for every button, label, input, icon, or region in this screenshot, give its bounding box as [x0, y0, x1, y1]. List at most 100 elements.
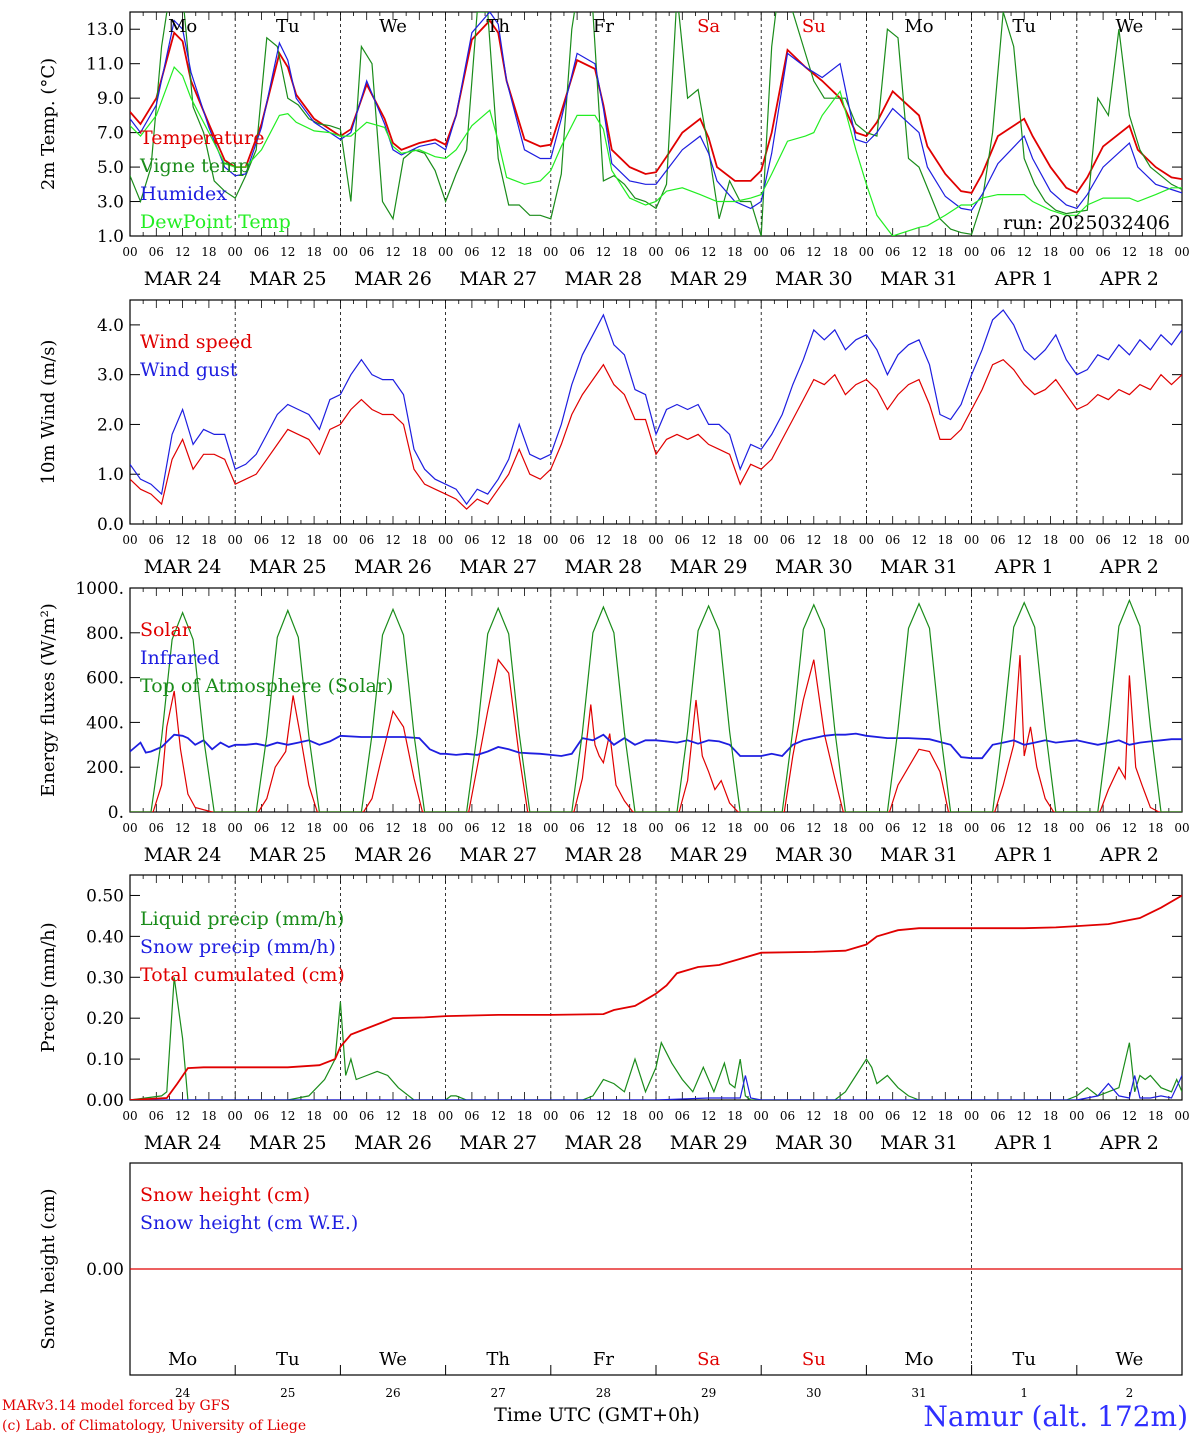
y-tick-label: 1.0: [97, 465, 124, 485]
hour-tick-label: 12: [280, 533, 295, 547]
y-tick-label: 13.0: [86, 20, 124, 40]
hour-tick-label: 06: [1095, 821, 1110, 835]
hour-tick-label: 18: [517, 821, 532, 835]
hour-tick-label: 12: [1122, 1109, 1137, 1123]
hour-tick-label: 12: [596, 245, 611, 259]
legend-entry: Liquid precip (mm/h): [140, 908, 344, 930]
hour-tick-label: 12: [385, 533, 400, 547]
hour-tick-label: 18: [517, 533, 532, 547]
plot-frame: [129, 299, 1183, 525]
weekday-label: Mo: [168, 1349, 197, 1370]
panel-2: [129, 299, 1183, 525]
weekday-label: Tu: [1012, 1349, 1036, 1370]
hour-tick-label: 00: [1069, 821, 1084, 835]
y-tick-label: 600.: [86, 669, 124, 689]
hour-tick-label: 00: [438, 1109, 453, 1123]
hour-tick-label: 12: [280, 245, 295, 259]
model-credit: MARv3.14 model forced by GFS: [2, 1398, 231, 1414]
hour-tick-label: 00: [1069, 245, 1084, 259]
date-label: MAR 28: [565, 844, 643, 866]
series-line: [130, 12, 1182, 236]
hour-tick-label: 06: [254, 821, 269, 835]
weekday-label: We: [379, 16, 407, 37]
series-line: [130, 65, 1182, 236]
hour-tick-label: 18: [938, 821, 953, 835]
hour-tick-label: 12: [175, 533, 190, 547]
weekday-label: Sa: [697, 1349, 720, 1370]
plot-frame: [129, 587, 1183, 813]
weekday-label: Sa: [697, 16, 720, 37]
hour-tick-label: 06: [359, 1109, 374, 1123]
y-tick-label: 0.0: [97, 515, 124, 535]
hour-tick-label: 12: [701, 533, 716, 547]
hour-tick-label: 18: [1043, 245, 1058, 259]
date-label: MAR 29: [670, 844, 748, 866]
hour-tick-label: 00: [543, 1109, 558, 1123]
hour-tick-label: 06: [464, 533, 479, 547]
y-tick-label: 7.0: [97, 124, 124, 144]
date-label: MAR 28: [565, 268, 643, 290]
hour-tick-label: 18: [412, 821, 427, 835]
hour-tick-label: 00: [333, 821, 348, 835]
series-line: [130, 894, 1182, 1100]
series-line: [130, 977, 1182, 1100]
hour-tick-label: 06: [780, 533, 795, 547]
hour-tick-label: 18: [1043, 821, 1058, 835]
hour-tick-label: 12: [491, 821, 506, 835]
hour-tick-label: 06: [780, 1109, 795, 1123]
y-axis-label: 10m Wind (m/s): [38, 340, 59, 485]
day-number: 29: [701, 1386, 716, 1400]
panel-5: [129, 1162, 1183, 1376]
y-tick-label: 0.00: [86, 1091, 124, 1111]
hour-tick-label: 06: [149, 533, 164, 547]
hour-tick-label: 12: [280, 1109, 295, 1123]
weekday-label: Tu: [276, 1349, 300, 1370]
date-label: APR 1: [994, 1132, 1054, 1154]
legend-entry: Infrared: [140, 647, 220, 669]
hour-tick-label: 12: [701, 245, 716, 259]
hour-tick-label: 18: [201, 533, 216, 547]
hour-tick-label: 00: [438, 245, 453, 259]
date-label: APR 1: [994, 268, 1054, 290]
hour-tick-label: 00: [438, 821, 453, 835]
hour-tick-label: 12: [385, 245, 400, 259]
y-tick-label: 0.00: [86, 1260, 124, 1280]
hour-tick-label: 00: [543, 245, 558, 259]
y-tick-label: 0.30: [86, 968, 124, 988]
legend-entry: Temperature: [140, 127, 264, 149]
y-tick-label: 0.: [108, 803, 124, 823]
date-label: MAR 24: [144, 556, 222, 578]
hour-tick-label: 18: [938, 1109, 953, 1123]
hour-tick-label: 12: [596, 533, 611, 547]
y-tick-label: 3.0: [97, 366, 124, 386]
hour-tick-label: 12: [1122, 245, 1137, 259]
series-line: [130, 655, 1182, 812]
date-label: APR 2: [1099, 1132, 1159, 1154]
weekday-label: Su: [802, 16, 826, 37]
hour-tick-label: 06: [675, 821, 690, 835]
hour-tick-label: 18: [201, 245, 216, 259]
hour-tick-label: 00: [333, 533, 348, 547]
hour-tick-label: 18: [622, 533, 637, 547]
date-label: MAR 31: [880, 844, 958, 866]
weekday-label: Mo: [904, 16, 933, 37]
hour-tick-label: 06: [990, 821, 1005, 835]
day-number: 26: [385, 1386, 400, 1400]
date-label: MAR 30: [775, 556, 853, 578]
hour-tick-label: 18: [832, 533, 847, 547]
y-axis-label: Energy fluxes (W/m²): [38, 603, 59, 797]
hour-tick-label: 18: [832, 1109, 847, 1123]
run-label: run: 2025032406: [1003, 212, 1170, 234]
series-line: [130, 598, 1182, 812]
hour-tick-label: 06: [1095, 245, 1110, 259]
location-label: Namur (alt. 172m): [923, 1400, 1188, 1433]
hour-tick-label: 12: [806, 245, 821, 259]
hour-tick-label: 12: [175, 245, 190, 259]
hour-tick-label: 06: [675, 245, 690, 259]
hour-tick-label: 18: [622, 1109, 637, 1123]
legend-entry: Humidex: [140, 183, 227, 205]
date-label: MAR 28: [565, 1132, 643, 1154]
hour-tick-label: 12: [596, 821, 611, 835]
hour-tick-label: 06: [464, 821, 479, 835]
